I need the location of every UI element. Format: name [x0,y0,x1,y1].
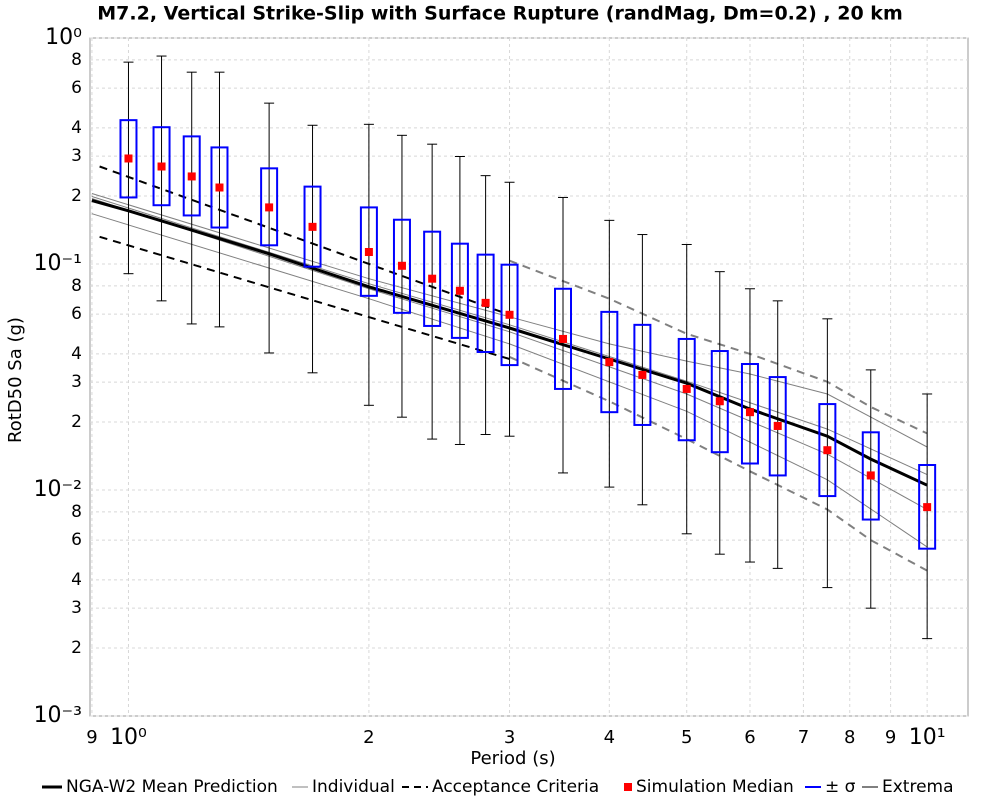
sigma-box [359,206,378,297]
y-tick-label: 4 [71,118,82,138]
y-tick-label: 8 [71,50,82,70]
median-marker [605,358,614,367]
median-marker [157,162,166,171]
y-tick-label: 2 [71,638,82,658]
median-marker [773,421,782,430]
y-tick-label: 8 [71,502,82,522]
sigma-box [677,337,696,442]
median-marker [364,248,373,257]
x-tick-label: 6 [744,727,755,748]
sigma-box [450,242,469,339]
individual-line [91,193,928,448]
sigma-box [119,119,138,199]
sigma-box [554,287,573,390]
y-tick-label: 10⁻² [34,477,82,502]
median-marker [682,384,691,393]
y-tick-label: 10⁻¹ [34,251,82,276]
plot-area [89,37,969,717]
chart-title: M7.2, Vertical Strike-Slip with Surface … [97,3,903,25]
sigma-box [633,323,652,426]
median-marker [505,310,514,319]
sigma-box [392,218,411,314]
legend-swatch [624,783,632,791]
sigma-box [740,363,759,465]
sigma-box [260,167,279,247]
y-tick-label: 6 [71,78,82,98]
x-tick-label: 8 [844,727,855,748]
median-marker [265,203,274,212]
y-tick-label: 8 [71,276,82,296]
median-marker [823,446,832,455]
median-marker [745,408,754,417]
median-marker [308,222,317,231]
legend-label: ± σ [825,777,856,797]
individual-line [91,213,928,548]
median-marker [428,274,437,283]
median-marker [866,471,875,480]
x-tick-label: 10⁰ [110,725,147,750]
legend-label: Extrema [882,777,954,797]
y-tick-label: 3 [71,146,82,166]
median-marker [187,172,196,181]
sigma-box [861,431,880,521]
individual-line [91,198,928,510]
y-tick-label: 6 [71,530,82,550]
y-tick-label: 4 [71,570,82,590]
y-tick-label: 6 [71,304,82,324]
individual-line [91,196,928,476]
y-tick-label: 3 [71,598,82,618]
sigma-box [423,230,442,327]
sigma-box [500,263,519,367]
y-axis-title: RotD50 Sa (g) [5,317,26,443]
x-tick-label: 7 [798,727,809,748]
median-marker [215,183,224,192]
y-tick-label: 10⁰ [45,25,82,50]
sigma-box [600,310,619,414]
x-axis-title: Period (s) [470,748,555,769]
median-marker [481,298,490,307]
y-tick-label: 3 [71,372,82,392]
y-tick-label: 2 [71,412,82,432]
x-tick-label: 9 [885,727,896,748]
y-tick-label: 10⁻³ [34,703,82,728]
median-marker [455,286,464,295]
legend-label: Individual [312,777,395,797]
median-marker [638,370,647,379]
sigma-box [152,126,171,207]
median-marker [124,154,133,163]
median-marker [715,397,724,406]
x-tick-label: 3 [504,727,515,748]
y-tick-label: 2 [71,186,82,206]
x-tick-label: 9 [86,727,97,748]
y-tick-label: 4 [71,344,82,364]
x-tick-label: 5 [681,727,692,748]
x-tick-label: 2 [363,727,374,748]
legend-label: Simulation Median [636,777,794,797]
x-tick-label: 10¹ [909,725,946,750]
sigma-box [768,376,787,477]
sigma-box [182,135,201,217]
legend-label: Acceptance Criteria [432,777,599,797]
median-marker [923,503,932,512]
sigma-box [710,350,729,454]
legend-label: NGA-W2 Mean Prediction [66,777,278,797]
x-tick-label: 4 [604,727,615,748]
sigma-box [210,146,229,229]
acceptance-line [99,235,510,360]
median-marker [559,334,568,343]
median-marker [397,261,406,270]
sigma-box [303,185,322,268]
sigma-box [918,464,937,550]
sigma-box [476,253,495,353]
sigma-box [818,403,837,498]
